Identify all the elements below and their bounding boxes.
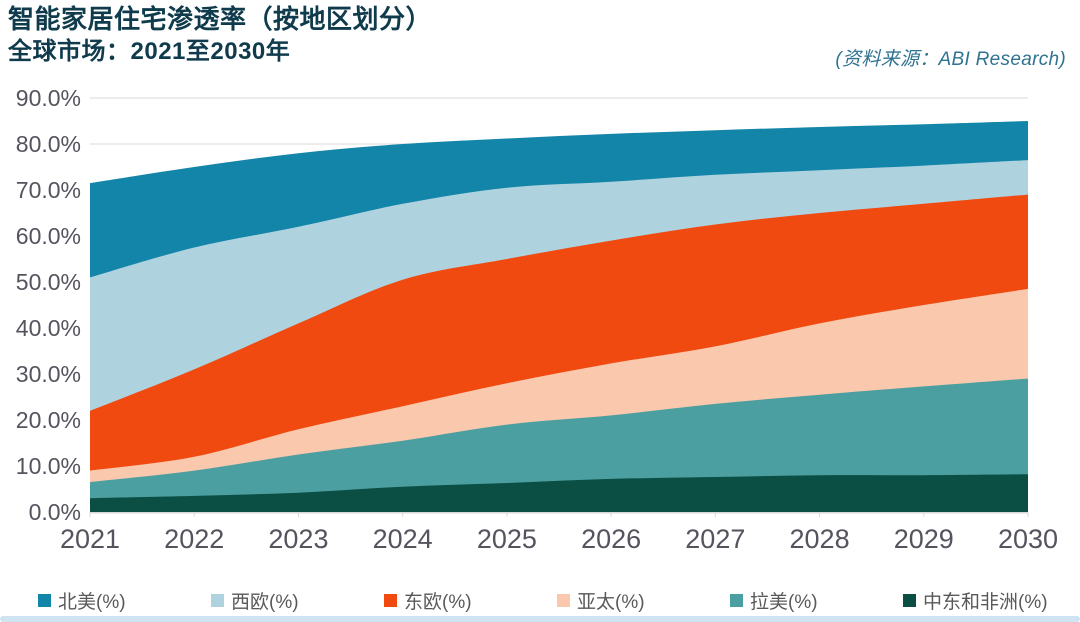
- legend-swatch-icon: [38, 593, 51, 607]
- y-axis-label-0: 0.0%: [29, 499, 81, 525]
- legend-label: 北美(%): [58, 591, 126, 613]
- legend-item-拉美(%): 拉美(%): [730, 587, 903, 614]
- y-axis-label-50: 50.0%: [16, 269, 81, 295]
- area-series-中东和非洲(%): [90, 474, 1028, 512]
- chart-title: 智能家居住宅渗透率（按地区划分）: [8, 4, 433, 34]
- y-axis-label-90: 90.0%: [16, 85, 81, 111]
- chart-subtitle: 全球市场：2021至2030年: [8, 38, 291, 65]
- legend-label: 亚太(%): [577, 591, 645, 613]
- legend-label: 中东和非洲(%): [923, 591, 1048, 613]
- y-axis-label-40: 40.0%: [16, 315, 81, 341]
- legend-item-中东和非洲(%): 中东和非洲(%): [903, 587, 1076, 614]
- legend-item-亚太(%): 亚太(%): [557, 587, 730, 614]
- x-axis-label-2021: 2021: [60, 524, 120, 554]
- x-axis-label-2027: 2027: [685, 524, 745, 554]
- legend-item-西欧(%): 西欧(%): [211, 587, 384, 614]
- legend-swatch-icon: [903, 593, 916, 607]
- data-source-note: (资料来源：ABI Research): [835, 49, 1066, 70]
- legend-item-东欧(%): 东欧(%): [384, 587, 557, 614]
- x-axis-label-2030: 2030: [998, 524, 1058, 554]
- x-axis-label-2022: 2022: [164, 524, 224, 554]
- y-axis-label-70: 70.0%: [16, 177, 81, 203]
- x-axis-label-2025: 2025: [477, 524, 537, 554]
- x-axis-label-2026: 2026: [581, 524, 641, 554]
- legend-label: 西欧(%): [231, 591, 299, 613]
- legend-swatch-icon: [384, 593, 397, 607]
- x-axis-label-2028: 2028: [790, 524, 850, 554]
- x-axis-label-2023: 2023: [268, 524, 328, 554]
- legend-swatch-icon: [557, 593, 570, 607]
- y-axis-label-10: 10.0%: [16, 453, 81, 479]
- y-axis-label-60: 60.0%: [16, 223, 81, 249]
- chart-header: 智能家居住宅渗透率（按地区划分） 全球市场：2021至2030年: [8, 2, 432, 68]
- x-axis-label-2024: 2024: [373, 524, 433, 554]
- y-axis-label-30: 30.0%: [16, 361, 81, 387]
- x-axis-label-2029: 2029: [894, 524, 954, 554]
- legend-label: 东欧(%): [404, 591, 472, 613]
- legend-swatch-icon: [730, 593, 743, 607]
- legend-swatch-icon: [211, 593, 224, 607]
- chart-legend: 北美(%) 西欧(%) 东欧(%) 亚太(%) 拉美(%) 中东和非洲(%): [38, 587, 1068, 613]
- bottom-strip: [0, 616, 1080, 622]
- y-axis-label-80: 80.0%: [16, 131, 81, 157]
- legend-label: 拉美(%): [750, 591, 818, 613]
- y-axis-label-20: 20.0%: [16, 407, 81, 433]
- legend-item-北美(%): 北美(%): [38, 587, 211, 614]
